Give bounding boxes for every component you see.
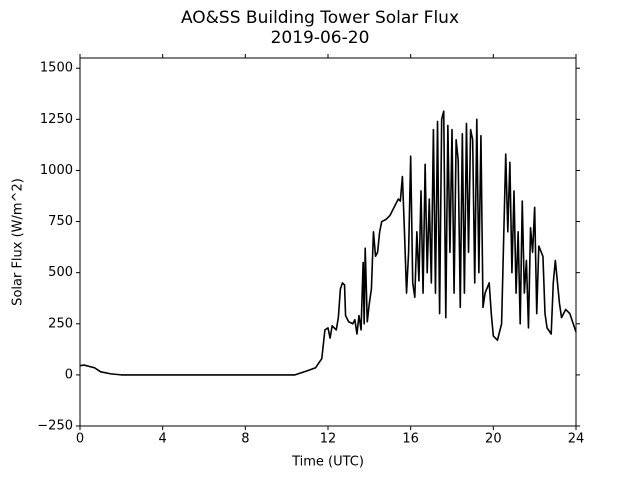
x-tick-label: 20 (485, 432, 502, 447)
chart-title: AO&SS Building Tower Solar Flux (181, 8, 459, 28)
y-tick-label: 500 (48, 265, 73, 280)
y-tick-label: 1250 (40, 112, 73, 127)
y-tick-label: 1500 (40, 61, 73, 76)
x-tick-label: 0 (76, 432, 84, 447)
y-tick-label: 250 (48, 316, 73, 331)
x-axis-label: Time (UTC) (291, 455, 364, 470)
x-tick-label: 16 (402, 432, 419, 447)
y-tick-label: 1000 (40, 163, 73, 178)
x-tick-label: 8 (241, 432, 249, 447)
chart-subtitle: 2019-06-20 (271, 28, 370, 48)
y-tick-label: −250 (37, 419, 73, 434)
data-line (79, 110, 577, 376)
y-tick-label: 750 (48, 214, 73, 229)
x-tick-label: 24 (568, 432, 585, 447)
y-tick-label: 0 (65, 367, 73, 382)
y-axis-label: Solar Flux (W/m^2) (11, 178, 26, 306)
x-tick-label: 4 (159, 432, 167, 447)
x-tick-label: 12 (320, 432, 337, 447)
plot-frame (79, 57, 577, 427)
